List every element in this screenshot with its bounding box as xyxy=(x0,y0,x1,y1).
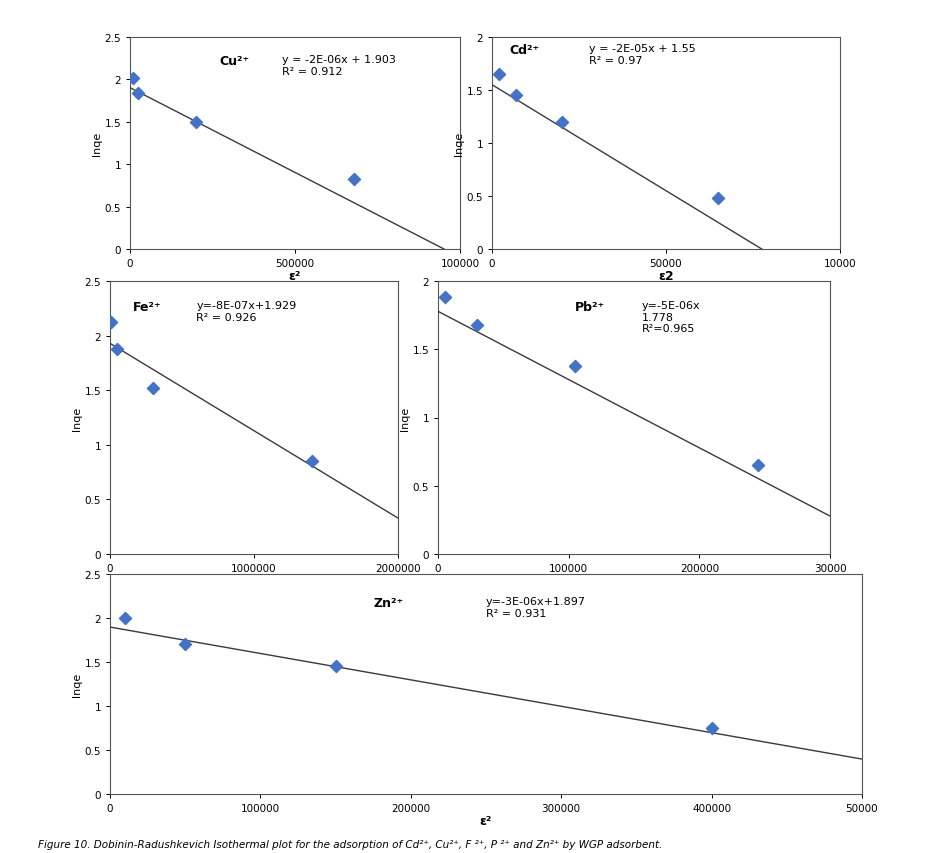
Point xyxy=(178,638,193,652)
Text: Figure 10. Dobinin-Radushkevich Isothermal plot for the adsorption of Cd²⁺, Cu²⁺: Figure 10. Dobinin-Radushkevich Isotherm… xyxy=(38,838,663,849)
Point xyxy=(188,116,204,130)
Y-axis label: lnqe: lnqe xyxy=(71,672,82,696)
Point xyxy=(469,318,485,332)
Point xyxy=(146,382,161,396)
Text: y=-3E-06x+1.897
R² = 0.931: y=-3E-06x+1.897 R² = 0.931 xyxy=(486,596,586,618)
Point xyxy=(104,316,119,330)
Text: Pb²⁺: Pb²⁺ xyxy=(575,301,605,314)
Text: y=-5E-06x
1.778
R²=0.965: y=-5E-06x 1.778 R²=0.965 xyxy=(642,301,701,334)
Point xyxy=(508,90,524,103)
Y-axis label: lnqe: lnqe xyxy=(91,131,102,156)
Point xyxy=(117,612,132,625)
Point xyxy=(109,342,125,356)
Point xyxy=(554,116,569,130)
Y-axis label: lnqe: lnqe xyxy=(453,131,464,156)
Point xyxy=(328,659,344,673)
Text: y = -2E-06x + 1.903
R² = 0.912: y = -2E-06x + 1.903 R² = 0.912 xyxy=(282,55,396,77)
Text: Cd²⁺: Cd²⁺ xyxy=(509,44,540,57)
Point xyxy=(347,173,362,187)
X-axis label: ε2: ε2 xyxy=(658,270,674,283)
Text: Cu²⁺: Cu²⁺ xyxy=(219,55,249,68)
Point xyxy=(567,359,583,373)
Text: y=-8E-07x+1.929
R² = 0.926: y=-8E-07x+1.929 R² = 0.926 xyxy=(196,301,297,322)
X-axis label: ε²: ε² xyxy=(627,575,640,588)
Point xyxy=(491,68,506,82)
Point xyxy=(130,87,146,101)
X-axis label: ε²: ε² xyxy=(248,575,260,588)
Point xyxy=(710,192,725,206)
Point xyxy=(704,722,719,735)
Text: Fe²⁺: Fe²⁺ xyxy=(133,301,162,314)
X-axis label: ε²: ε² xyxy=(480,815,492,827)
Y-axis label: lnqe: lnqe xyxy=(400,406,409,430)
Text: Zn²⁺: Zn²⁺ xyxy=(373,596,404,609)
Text: y = -2E-05x + 1.55
R² = 0.97: y = -2E-05x + 1.55 R² = 0.97 xyxy=(589,44,696,66)
Y-axis label: lnqe: lnqe xyxy=(71,406,82,430)
Point xyxy=(750,459,765,473)
Point xyxy=(437,291,452,305)
Point xyxy=(304,455,319,468)
X-axis label: ε²: ε² xyxy=(288,270,301,283)
Point xyxy=(125,72,140,85)
